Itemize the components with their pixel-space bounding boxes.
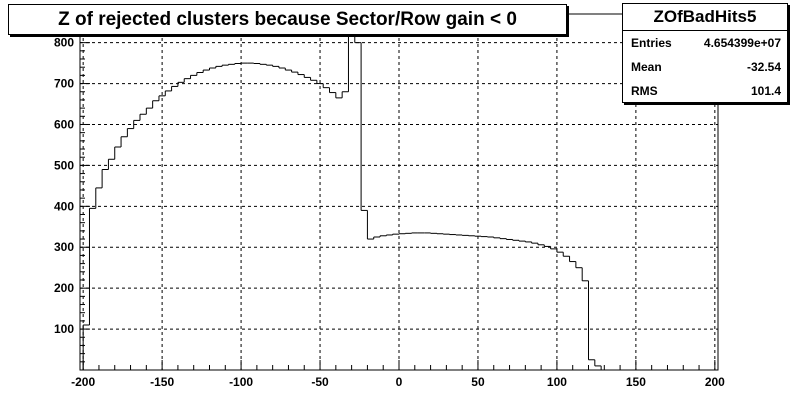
y-tick-label: 700: [54, 77, 74, 91]
histogram-bin: [594, 359, 602, 367]
y-tick-label: 300: [54, 240, 74, 254]
y-tick-label: 100: [54, 322, 74, 336]
histogram-bin: [524, 241, 532, 243]
histogram-bin: [272, 65, 279, 67]
stats-mean-value: -32.54: [746, 60, 781, 74]
histogram-bin: [543, 244, 551, 247]
histogram-bin: [588, 280, 595, 361]
histogram-bin: [329, 87, 336, 94]
stats-rms-label: RMS: [631, 84, 658, 98]
histogram-bin: [303, 74, 311, 78]
y-tick-label: 400: [54, 199, 74, 213]
histogram-bin: [550, 246, 557, 250]
histogram-bin: [291, 70, 298, 73]
histogram-bin: [88, 207, 96, 325]
histogram-bin: [341, 91, 349, 98]
histogram-bin: [234, 63, 242, 65]
stats-entries-value: 4.654399e+07: [703, 36, 781, 50]
histogram-bin: [278, 66, 286, 69]
x-tick-label: 50: [471, 375, 485, 389]
histogram-bin: [556, 248, 564, 253]
histogram-bin: [505, 238, 513, 240]
histogram-bin: [101, 168, 109, 188]
histogram-bin: [360, 42, 368, 211]
histogram-bin: [581, 267, 589, 282]
axes: -200 -150 -100 -50 0 50 100 150 200 100 200 300 400 5…: [54, 25, 725, 389]
histogram-bin: [164, 90, 172, 96]
histogram-bin: [575, 261, 583, 269]
histogram-bin: [335, 92, 343, 99]
histogram-bin: [139, 113, 147, 121]
histogram-bin: [221, 64, 229, 67]
histogram-bin: [177, 81, 185, 87]
chart-title: Z of rejected clusters because Sector/Ro…: [8, 4, 567, 35]
histogram-bin: [385, 234, 393, 236]
x-tick-label: 100: [547, 375, 567, 389]
histogram-bin: [202, 69, 210, 73]
y-tick-label: 200: [54, 281, 74, 295]
histogram-bin: [562, 252, 570, 257]
histogram-bin: [392, 233, 399, 235]
histogram-bin: [152, 100, 159, 109]
histogram-bin: [531, 241, 538, 244]
y-tick-label: 500: [54, 158, 74, 172]
histogram-bin: [227, 63, 235, 66]
stats-row-mean: Mean -32.54: [623, 55, 787, 79]
histogram-bin: [373, 236, 381, 240]
stats-row-rms: RMS 101.4: [623, 79, 787, 103]
histogram-bin: [196, 72, 204, 76]
histogram-bin: [158, 95, 166, 101]
histogram-bin: [322, 83, 330, 89]
histogram-bin: [208, 67, 216, 71]
x-tick-label: -150: [150, 375, 174, 389]
histogram-bin: [537, 243, 545, 246]
histogram-bin: [310, 77, 317, 81]
stats-mean-label: Mean: [631, 60, 662, 74]
stats-box: ZOfBadHits5 Entries 4.654399e+07 Mean -3…: [622, 3, 788, 103]
stats-entries-label: Entries: [631, 36, 672, 50]
y-tick-label: 600: [54, 117, 74, 131]
histogram-bin: [493, 237, 501, 239]
histogram-bin: [284, 68, 292, 71]
grid-lines: [80, 14, 718, 370]
histogram-bin: [499, 237, 507, 240]
x-tick-label: 150: [626, 375, 646, 389]
histogram-bin: [366, 210, 374, 240]
histogram-bin: [126, 128, 134, 137]
histogram-bin: [171, 85, 178, 91]
histogram-bin: [297, 72, 305, 76]
histogram-bin: [190, 74, 197, 79]
histogram-bin: [133, 119, 141, 129]
histogram-bin: [95, 187, 103, 209]
histogram-bin: [183, 78, 191, 83]
histogram-bin: [114, 146, 122, 160]
histogram-bin: [518, 240, 526, 242]
histogram-bin: [316, 80, 324, 85]
histogram-bin: [120, 136, 128, 147]
histogram-bin: [145, 107, 153, 115]
histogram-bin: [215, 65, 223, 69]
y-tick-label: 800: [54, 36, 74, 50]
x-tick-label: 0: [396, 375, 403, 389]
x-tick-label: -100: [229, 375, 253, 389]
stats-histogram-name: ZOfBadHits5: [623, 4, 787, 31]
histogram-bin: [569, 256, 576, 263]
histogram-bin: [265, 64, 273, 66]
stats-rms-value: 101.4: [750, 84, 781, 98]
stats-row-entries: Entries 4.654399e+07: [623, 31, 787, 55]
histogram-bin: [259, 63, 267, 65]
x-tick-label: 200: [705, 375, 725, 389]
x-tick-label: -200: [71, 375, 95, 389]
histogram-bin: [354, 34, 362, 44]
histogram-bin: [107, 158, 115, 170]
histogram-bin: [512, 239, 520, 241]
x-tick-label: -50: [311, 375, 329, 389]
histogram-bin: [379, 235, 387, 238]
